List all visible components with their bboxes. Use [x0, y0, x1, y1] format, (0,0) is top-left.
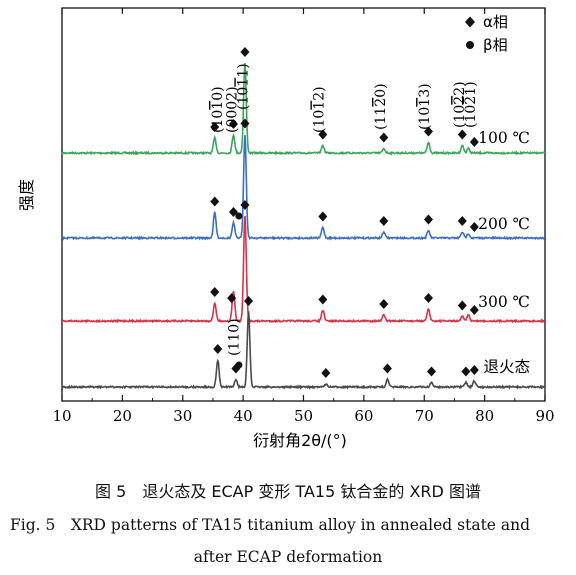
trace-line: [61, 311, 546, 390]
alpha-phase-marker: [423, 214, 433, 225]
alpha-phase-marker: [210, 196, 220, 207]
series-label: 退火态: [483, 358, 530, 376]
x-tick-label: 80: [475, 407, 494, 425]
legend: α相 β相: [465, 13, 508, 54]
beta-phase-marker: [235, 212, 243, 220]
plane-annotation: (0002): [224, 86, 240, 133]
plane-index-part: 1: [235, 78, 251, 87]
plane-annotations: (1010)(0002)(1011)(1012)(1120)(1013)(102…: [210, 63, 479, 356]
alpha-phase-marker: [382, 363, 392, 374]
alpha-phase-marker: [318, 294, 328, 305]
plane-annotation: (1021): [463, 81, 479, 128]
figure-caption-cn: 图 5 退火态及 ECAP 变形 TA15 钛合金的 XRD 图谱: [95, 482, 481, 501]
plane-index-part: 1: [210, 101, 226, 110]
plane-annotation: (110): [226, 318, 242, 356]
x-tick-label: 70: [415, 407, 434, 425]
x-axis-label: 衍射角2θ/(°): [253, 431, 347, 450]
alpha-phase-marker: [379, 132, 389, 143]
alpha-phase-marker: [457, 300, 467, 311]
alpha-phase-marker: [210, 122, 220, 132]
plane-annotation: (1013): [417, 83, 433, 130]
x-axis: 10 20 30 40 50 60 70 80 90: [52, 8, 555, 425]
alpha-phase-marker: [240, 47, 250, 57]
alpha-phase-marker: [210, 287, 220, 297]
x-tick-label: 60: [354, 407, 373, 425]
alpha-phase-marker: [213, 344, 223, 354]
plane-index-part: 1: [311, 101, 327, 110]
alpha-phase-marker: [240, 118, 250, 129]
x-tick-label: 20: [113, 407, 132, 425]
plane-annotation: (1120): [373, 83, 389, 130]
traces: [61, 62, 546, 390]
trace-line: [61, 62, 546, 156]
alpha-phase-marker: [469, 365, 479, 375]
plane-index-part: (10: [452, 105, 468, 128]
alpha-phase-marker: [423, 126, 433, 137]
alpha-phase-marker: [457, 129, 467, 140]
x-tick-label: 30: [173, 407, 192, 425]
plot-frame: [61, 7, 546, 402]
alpha-phase-marker: [469, 221, 479, 232]
trace-line: [61, 215, 546, 324]
plane-annotation: (1022): [452, 81, 468, 128]
series-label: 100 ℃: [478, 129, 530, 147]
alpha-phase-marker: [379, 299, 389, 309]
plane-index-part: 2: [463, 96, 479, 105]
plane-index-part: 2: [452, 96, 468, 105]
plane-annotation: (1010): [210, 86, 226, 133]
beta-phase-marker: [235, 361, 243, 369]
x-tick-label: 90: [535, 407, 554, 425]
plane-index-part: (10: [417, 107, 433, 130]
series-label: 200 ℃: [478, 215, 530, 233]
plane-index-part: 1): [463, 81, 479, 95]
x-tick-label: 50: [294, 407, 313, 425]
legend-diamond-icon: [465, 16, 475, 28]
alpha-phase-marker: [228, 207, 238, 217]
x-tick-label: 10: [52, 407, 71, 425]
alpha-phase-marker: [423, 293, 433, 303]
alpha-phase-marker: [228, 119, 238, 129]
plane-annotation: (1011): [235, 63, 251, 110]
plane-index-part: (0002): [224, 86, 240, 133]
alpha-phase-marker: [461, 366, 471, 377]
alpha-phase-marker: [321, 368, 331, 378]
plane-index-part: 1: [417, 98, 433, 107]
legend-label: β相: [483, 36, 508, 54]
alpha-phase-marker: [469, 304, 479, 315]
plane-index-part: (10: [311, 110, 327, 133]
plane-index-part: (10: [235, 87, 251, 110]
trace-line: [61, 135, 546, 241]
plane-index-part: 2): [311, 86, 327, 100]
plane-index-part: 2): [452, 81, 468, 95]
plane-index-part: (110): [226, 318, 242, 356]
series-label: 300 ℃: [478, 293, 530, 311]
alpha-phase-marker: [469, 136, 479, 147]
plane-index-part: 1): [235, 63, 251, 77]
legend-label: α相: [483, 13, 508, 31]
alpha-phase-marker: [227, 293, 237, 304]
plane-index-part: (10: [210, 110, 226, 133]
plane-index-part: 0): [210, 86, 226, 100]
legend-circle-icon: [466, 41, 474, 49]
alpha-phase-marker: [426, 366, 436, 377]
x-tick-label: 40: [234, 407, 253, 425]
alpha-phase-marker: [244, 296, 254, 306]
figure-caption-en-line1: Fig. 5 XRD patterns of TA15 titanium all…: [10, 516, 531, 534]
plane-index-part: 0): [373, 83, 389, 97]
alpha-phase-marker: [318, 211, 328, 222]
plane-index-part: (11: [373, 107, 389, 130]
figure-caption-en-line2: after ECAP deformation: [193, 548, 383, 566]
alpha-phase-marker: [379, 216, 389, 226]
peak-markers: [210, 47, 479, 378]
series-labels: 100 ℃ 200 ℃ 300 ℃ 退火态: [478, 129, 530, 376]
plane-index-part: 3): [417, 83, 433, 97]
y-axis-label: 强度: [17, 179, 36, 211]
xrd-chart: 10 20 30 40 50 60 70 80 90 100 ℃ 200 ℃ 300 ℃ 退火态 (1…: [17, 7, 555, 450]
alpha-phase-marker: [240, 200, 250, 210]
alpha-phase-marker: [318, 129, 328, 140]
plane-index-part: 2: [373, 98, 389, 107]
alpha-phase-marker: [457, 215, 467, 226]
plane-annotation: (1012): [311, 86, 327, 133]
plane-index-part: (10: [463, 105, 479, 128]
